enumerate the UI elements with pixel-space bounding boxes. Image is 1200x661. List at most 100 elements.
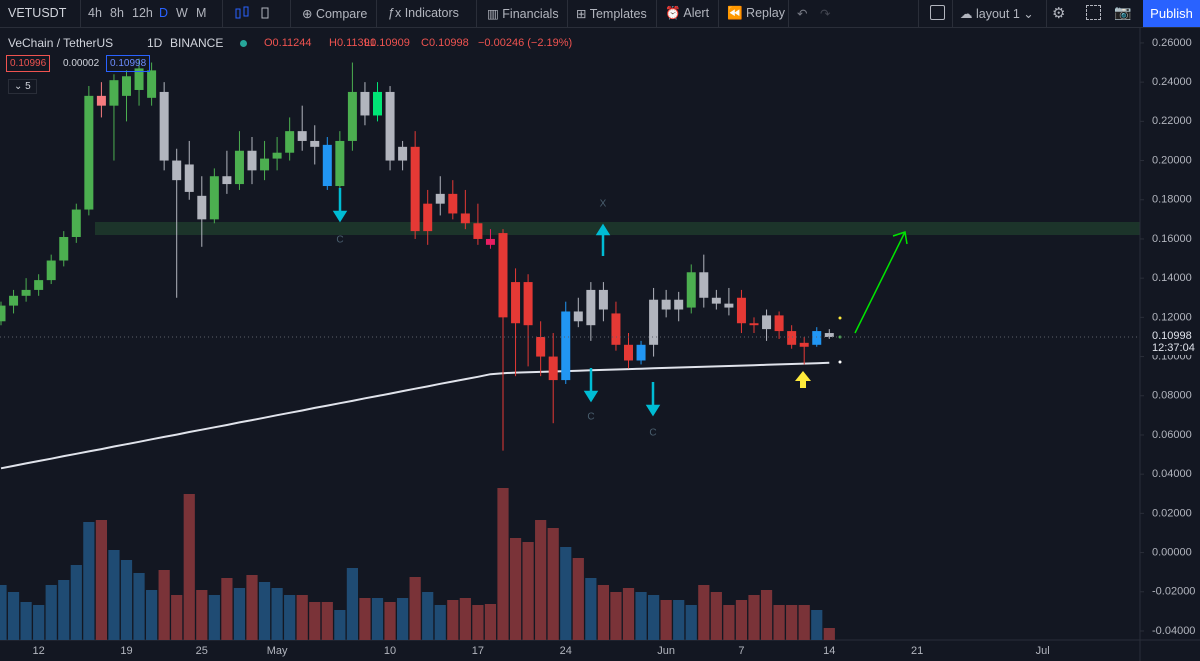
- volume-bar: [0, 585, 7, 640]
- symbol[interactable]: VETUSDT: [8, 6, 67, 20]
- replay-button[interactable]: ⏪ Replay: [727, 6, 785, 20]
- volume-bar: [296, 595, 308, 640]
- candle-body: [335, 140, 345, 187]
- interval[interactable]: 8h: [110, 6, 124, 20]
- interval[interactable]: 4h: [88, 6, 102, 20]
- layout-toggle[interactable]: [930, 5, 945, 20]
- alert-button[interactable]: ⏰ Alert: [665, 6, 710, 20]
- volume-bar: [447, 600, 459, 640]
- countdown: 12:37:04: [1152, 342, 1195, 354]
- label: layout 1: [975, 7, 1020, 21]
- candle-body: [435, 193, 445, 204]
- annotation: C: [649, 428, 656, 439]
- interval[interactable]: D: [159, 6, 169, 20]
- volume-bar: [735, 600, 748, 640]
- volume-bar: [95, 520, 107, 640]
- bar-type-icon[interactable]: [258, 5, 274, 22]
- ma-layer: [0, 361, 830, 470]
- candle-body: [749, 323, 759, 326]
- candle-body: [297, 131, 307, 141]
- x-tick-label: 21: [911, 645, 923, 657]
- candle-body: [410, 146, 420, 232]
- volume-bar: [384, 602, 396, 640]
- fullscreen[interactable]: [1086, 5, 1101, 20]
- dot: [838, 360, 842, 364]
- arrow-head: [645, 404, 661, 417]
- candle-body: [724, 303, 734, 308]
- label: Alert: [683, 6, 710, 20]
- last-price-label: 0.10998: [1152, 330, 1192, 342]
- bid[interactable]: 0.10996: [6, 55, 51, 72]
- volume-bar: [535, 520, 547, 640]
- candle-body: [699, 272, 709, 298]
- candle-body: [71, 209, 81, 237]
- candle-body: [448, 193, 458, 214]
- financials-button[interactable]: ▥ Financials: [487, 7, 559, 21]
- volume-bar: [635, 592, 647, 640]
- indicator-toggle[interactable]: ⌄ 5: [8, 79, 37, 94]
- candle-body: [561, 311, 571, 381]
- compare-button[interactable]: ⊕ Compare: [302, 7, 368, 21]
- volume-bar: [33, 605, 45, 640]
- annotation: C: [587, 412, 594, 423]
- separator: [476, 0, 477, 27]
- candle-body: [360, 91, 370, 116]
- volume-bar: [397, 598, 409, 640]
- candle-body: [184, 164, 194, 192]
- volume-bar: [158, 570, 170, 640]
- volume-bar: [648, 595, 660, 640]
- x-tick-label: Jul: [1036, 645, 1050, 657]
- undo[interactable]: ↶: [797, 7, 808, 21]
- publish-button[interactable]: Publish: [1143, 0, 1200, 27]
- candle-body: [122, 76, 131, 96]
- icon-part: [235, 8, 241, 19]
- volume-bar: [823, 628, 835, 640]
- redo[interactable]: ↷: [820, 7, 831, 21]
- candle-body: [234, 150, 244, 185]
- separator: [222, 0, 223, 27]
- candle-body: [385, 91, 395, 161]
- y-tick-label: 0.08000: [1152, 390, 1192, 402]
- templates-button[interactable]: ⊞ Templates: [576, 7, 647, 21]
- candle-body: [523, 282, 533, 326]
- layout-menu[interactable]: ☁ layout 1 ⌄: [960, 7, 1034, 21]
- candle-body: [548, 356, 558, 381]
- candle-type-icon[interactable]: [234, 5, 250, 22]
- candle-body: [285, 131, 295, 153]
- volume-bar: [748, 595, 760, 640]
- icon-part: [243, 6, 249, 17]
- dot: [838, 316, 842, 320]
- separator: [788, 0, 789, 27]
- volume-bar: [208, 595, 220, 640]
- candle-body: [661, 299, 671, 310]
- legend-close: C0.10998: [421, 37, 469, 49]
- legend-interval: 1D: [147, 36, 163, 50]
- y-tick-label: -0.02000: [1152, 586, 1195, 598]
- indicators-button[interactable]: ƒx Indicators: [388, 6, 459, 20]
- volume-bar: [246, 575, 258, 640]
- volume-bar: [45, 585, 57, 640]
- volume-bar: [309, 602, 321, 640]
- signal-arrows: [332, 188, 661, 417]
- candle-body: [711, 297, 721, 304]
- candle-body: [21, 289, 31, 296]
- y-tick-label: 0.04000: [1152, 468, 1192, 480]
- candle-body: [586, 289, 596, 326]
- settings[interactable]: ⚙: [1052, 5, 1066, 22]
- candle-body: [686, 272, 696, 308]
- snapshot[interactable]: 📷: [1114, 4, 1132, 20]
- candle-body: [84, 95, 94, 210]
- interval[interactable]: W: [176, 6, 188, 20]
- interval[interactable]: 12h: [132, 6, 153, 20]
- interval[interactable]: M: [196, 6, 207, 20]
- volume-bar: [58, 580, 70, 640]
- y-tick-label: 0.06000: [1152, 429, 1192, 441]
- x-tick-label: May: [267, 645, 288, 657]
- volume-bar: [597, 585, 609, 640]
- separator: [656, 0, 657, 27]
- legend-name: VeChain / TetherUS: [8, 36, 114, 50]
- y-tick-label: -0.04000: [1152, 625, 1195, 637]
- candle-body: [159, 91, 169, 161]
- ask[interactable]: 0.10998: [106, 55, 151, 72]
